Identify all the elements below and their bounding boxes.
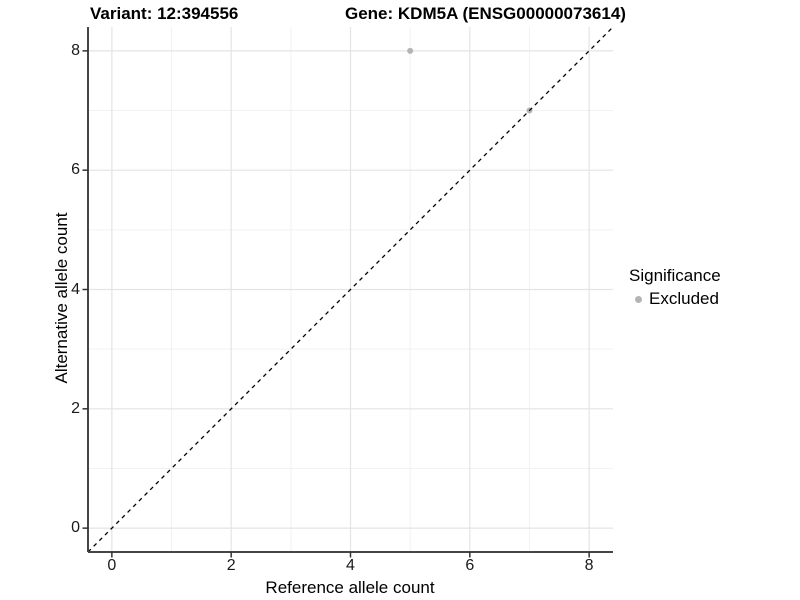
legend: Significance Excluded <box>629 266 721 309</box>
legend-item-label: Excluded <box>649 289 719 308</box>
identity-reference-line <box>87 26 614 553</box>
y-tick-label: 8 <box>71 41 80 59</box>
x-tick-label: 4 <box>346 557 355 574</box>
legend-point-icon <box>635 295 642 303</box>
x-axis-title: Reference allele count <box>265 578 435 597</box>
x-tick-label: 8 <box>584 557 594 574</box>
gene-title: Gene: KDM5A (ENSG00000073614) <box>345 4 626 23</box>
x-tick-label: 2 <box>226 557 236 574</box>
y-axis-title: Alternative allele count <box>52 212 71 384</box>
y-tick-label: 2 <box>71 399 80 417</box>
variant-title: Variant: 12:394556 <box>90 4 239 23</box>
x-tick-label: 0 <box>107 557 117 574</box>
legend-title: Significance <box>629 266 721 285</box>
y-tick-label: 0 <box>71 519 80 537</box>
legend-item-excluded: Excluded <box>629 289 721 309</box>
x-tick-label: 6 <box>465 557 475 574</box>
y-tick-label: 6 <box>71 161 80 179</box>
data-point-excluded <box>407 47 414 54</box>
y-tick-label: 4 <box>71 280 80 298</box>
